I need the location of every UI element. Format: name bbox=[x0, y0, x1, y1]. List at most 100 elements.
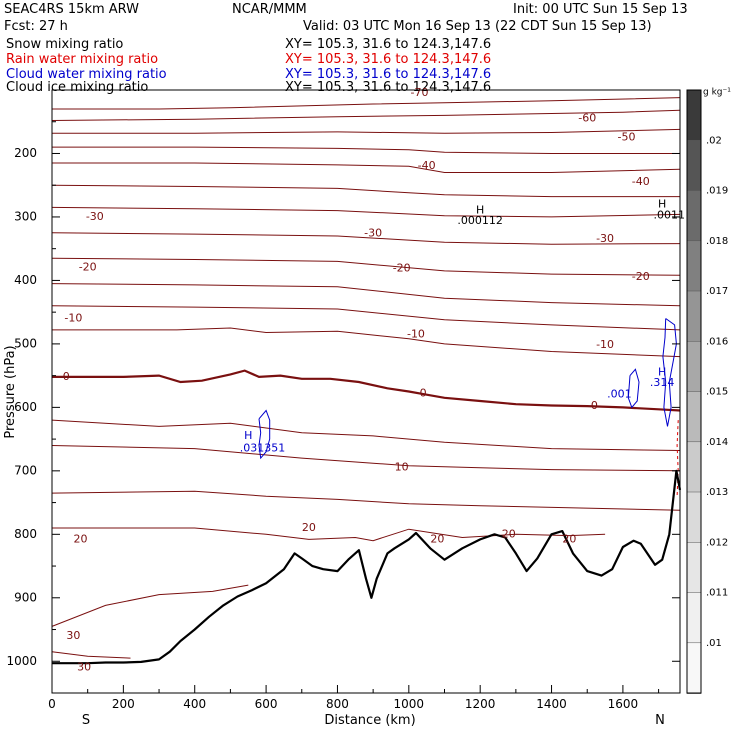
colorbar-label-6: .014 bbox=[706, 437, 728, 448]
contour-label-16: 20 bbox=[302, 521, 316, 534]
theta-contour-15 bbox=[52, 527, 606, 542]
contour-label-12: -10 bbox=[407, 327, 425, 340]
x-tick-label-7: 1400 bbox=[536, 697, 567, 711]
contour-label-zero-mid: 0 bbox=[420, 386, 427, 399]
theta-contour-13 bbox=[51, 445, 681, 472]
theta-contour-14 bbox=[51, 490, 681, 511]
contour-labels: -70 -60 -50 -40 -40 -30 -30 -30 -20 -20 -20 -10 -10 -… bbox=[63, 86, 650, 673]
terrain-profile bbox=[52, 469, 682, 665]
colorbar-swatch-6 bbox=[686, 391, 702, 443]
y-tick-label-7: 900 bbox=[14, 590, 37, 604]
colorbar-swatch-9 bbox=[686, 542, 702, 594]
field-label-rain: Rain water mixing ratio bbox=[6, 52, 159, 67]
y-tick-label-5: 700 bbox=[14, 463, 37, 477]
y-tick-label-4: 600 bbox=[14, 400, 37, 414]
x-tick-label-4: 800 bbox=[326, 697, 349, 711]
colorbar-label-8: .012 bbox=[706, 537, 728, 548]
theta-contour-1 bbox=[51, 109, 681, 121]
terrain-line bbox=[52, 469, 682, 665]
extremum-label-2: H bbox=[658, 197, 666, 210]
theta-contour-11 bbox=[52, 327, 681, 358]
colorbar-label-4: .016 bbox=[706, 336, 728, 347]
colorbar-label-7: .013 bbox=[706, 487, 728, 498]
colorbar-swatch-1 bbox=[686, 140, 702, 192]
colorbar-label-5: .015 bbox=[706, 387, 728, 398]
contour-label-14: 10 bbox=[395, 461, 409, 474]
colorbar-unit: g kg⁻¹ bbox=[703, 88, 731, 98]
init-time: Init: 00 UTC Sun 15 Sep 13 bbox=[513, 2, 688, 17]
extremum-label-4: H bbox=[658, 365, 666, 378]
contour-label-zero-right: 0 bbox=[591, 399, 598, 412]
cloud-water-contour-0 bbox=[258, 409, 271, 460]
rain-water-contour-line bbox=[676, 420, 679, 497]
contour-label-5: -30 bbox=[86, 210, 104, 223]
extremum-label-6: .001 bbox=[607, 388, 632, 401]
colorbar-swatch-7 bbox=[686, 441, 702, 493]
theta-contour-16 bbox=[51, 584, 249, 627]
extremum-label-8: .031351 bbox=[240, 442, 286, 455]
y-axis-title: Pressure (hPa) bbox=[3, 345, 18, 438]
plot-frame bbox=[51, 89, 681, 694]
x-tick-label-1: 200 bbox=[112, 697, 135, 711]
contour-label-9: -20 bbox=[393, 261, 411, 274]
colorbar-label-3: .017 bbox=[706, 286, 728, 297]
contour-label-13: -10 bbox=[596, 338, 614, 351]
extremum-label-5: .314 bbox=[650, 376, 675, 389]
extremum-label-1: .000112 bbox=[457, 214, 503, 227]
field-label-snow: Snow mixing ratio bbox=[6, 37, 124, 52]
field-label-cloud-ice: Cloud ice mixing ratio bbox=[6, 80, 149, 95]
x-axis-title: Distance (km) bbox=[324, 713, 415, 728]
rain-water-contour bbox=[676, 420, 679, 497]
theta-contours bbox=[51, 97, 681, 659]
contour-label-19: 20 bbox=[562, 532, 576, 545]
theta-contour-2 bbox=[52, 128, 681, 134]
contour-label-1: -60 bbox=[578, 112, 596, 125]
y-tick-label-8: 1000 bbox=[6, 654, 37, 668]
theta-contour-9 bbox=[51, 283, 681, 307]
colorbar-swatch-2 bbox=[686, 190, 702, 242]
colorbar-label-9: .011 bbox=[706, 588, 728, 599]
field-xy-cloud-ice: XY= 105.3, 31.6 to 124.3,147.6 bbox=[285, 80, 492, 95]
contour-label-20: 30 bbox=[66, 629, 80, 642]
theta-contour-12 bbox=[51, 419, 681, 451]
x-tick-label-3: 600 bbox=[255, 697, 278, 711]
y-tick-label-3: 500 bbox=[14, 336, 37, 350]
x-tick-label-0: 0 bbox=[48, 697, 56, 711]
field-label-cloud-water: Cloud water mixing ratio bbox=[6, 67, 167, 82]
colorbar-label-10: .01 bbox=[706, 638, 722, 649]
valid-time: Valid: 03 UTC Mon 16 Sep 13 (22 CDT Sun … bbox=[303, 19, 652, 34]
contour-label-3: -40 bbox=[418, 159, 436, 172]
theta-contour-7 bbox=[51, 232, 681, 245]
colorbar-swatch-10 bbox=[686, 592, 702, 644]
colorbar-swatch-5 bbox=[686, 341, 702, 393]
contour-label-10: -20 bbox=[632, 270, 650, 283]
y-tick-label-2: 400 bbox=[14, 273, 37, 287]
field-xy-cloud-water: XY= 105.3, 31.6 to 124.3,147.6 bbox=[285, 67, 492, 82]
theta-contour-17 bbox=[51, 651, 131, 659]
forecast-hour: Fcst: 27 h bbox=[4, 19, 68, 34]
contour-label-4: -40 bbox=[632, 175, 650, 188]
contour-label-6: -30 bbox=[364, 226, 382, 239]
colorbar-swatch-0 bbox=[686, 89, 702, 142]
x-axis-south-label: S bbox=[82, 713, 90, 728]
field-xy-rain: XY= 105.3, 31.6 to 124.3,147.6 bbox=[285, 52, 492, 67]
colorbar-label-2: .018 bbox=[706, 236, 728, 247]
y-tick-label-1: 300 bbox=[14, 209, 37, 223]
colorbar-label-1: .019 bbox=[706, 186, 728, 197]
theta-contour-6 bbox=[51, 206, 681, 218]
field-xy-snow: XY= 105.3, 31.6 to 124.3,147.6 bbox=[285, 37, 492, 52]
theta-contour-5 bbox=[51, 184, 680, 198]
extremum-label-7: H bbox=[244, 429, 252, 442]
cloud-water-contours bbox=[258, 318, 677, 460]
theta-contour-8 bbox=[51, 257, 681, 276]
contour-label-2: -50 bbox=[617, 131, 635, 144]
zero-contour bbox=[52, 369, 681, 412]
cloud-water-contour-2 bbox=[662, 318, 677, 427]
contour-label-15: 20 bbox=[74, 532, 88, 545]
theta-contour-zero bbox=[52, 369, 681, 412]
model-title: SEAC4RS 15km ARW bbox=[4, 2, 140, 17]
contour-label-18: 20 bbox=[502, 527, 516, 540]
y-tick-label-0: 200 bbox=[14, 146, 37, 160]
